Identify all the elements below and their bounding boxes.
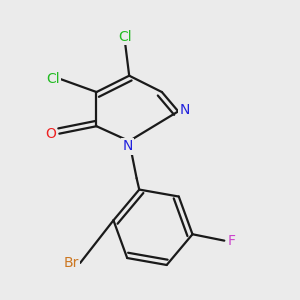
Text: N: N: [180, 103, 190, 117]
Text: Cl: Cl: [46, 72, 60, 86]
Text: Cl: Cl: [118, 30, 131, 44]
Text: N: N: [122, 140, 133, 153]
Text: O: O: [45, 127, 56, 141]
Text: F: F: [228, 234, 236, 248]
Text: Br: Br: [64, 256, 79, 270]
